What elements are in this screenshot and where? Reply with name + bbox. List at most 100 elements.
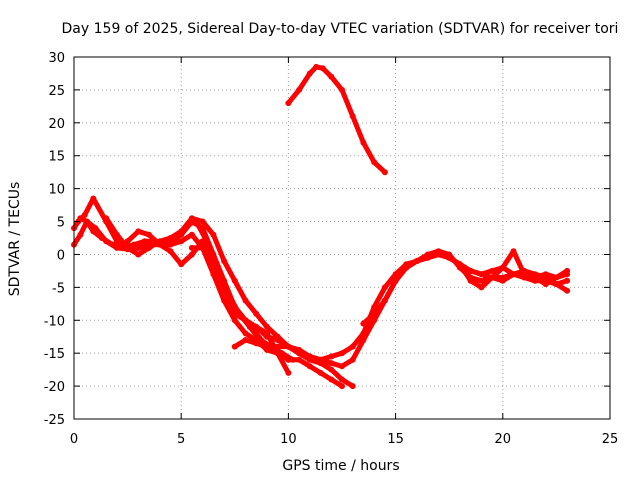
data-point xyxy=(296,86,303,93)
data-point xyxy=(146,244,152,251)
data-point xyxy=(264,323,270,330)
data-point xyxy=(221,297,228,304)
data-point xyxy=(253,310,260,317)
y-tick-label: 15 xyxy=(48,150,65,165)
y-axis-label: SDTVAR / TECUs xyxy=(7,182,23,297)
data-point xyxy=(253,340,260,347)
series-group xyxy=(71,63,571,390)
data-point xyxy=(317,369,324,376)
y-tick-label: 5 xyxy=(57,216,65,231)
data-point xyxy=(188,244,195,251)
data-point xyxy=(242,330,249,337)
data-point xyxy=(135,244,142,251)
data-point xyxy=(360,337,367,343)
data-point xyxy=(188,215,195,222)
data-point xyxy=(371,317,378,324)
data-point xyxy=(339,383,345,390)
data-point xyxy=(167,248,174,255)
data-point xyxy=(90,228,97,235)
data-point xyxy=(360,320,367,327)
data-point xyxy=(339,86,345,93)
x-tick-label: 15 xyxy=(387,432,404,447)
data-point xyxy=(564,287,571,294)
x-tick-label: 25 xyxy=(602,432,619,447)
data-point xyxy=(542,274,549,281)
data-point xyxy=(349,356,356,363)
data-point xyxy=(210,264,217,271)
plot-frame xyxy=(73,56,611,420)
data-point xyxy=(349,383,356,390)
data-point xyxy=(510,271,517,278)
x-tick-label: 5 xyxy=(177,432,185,447)
data-point xyxy=(141,238,148,245)
data-point xyxy=(296,350,303,357)
y-tick-label: 25 xyxy=(48,84,65,99)
data-point xyxy=(478,277,485,284)
data-point xyxy=(564,267,571,274)
data-point xyxy=(264,333,270,340)
data-point xyxy=(489,274,496,281)
y-tick-label: -25 xyxy=(44,413,65,428)
data-point xyxy=(328,376,335,383)
data-point xyxy=(349,113,356,120)
data-point xyxy=(339,363,345,370)
data-point xyxy=(113,231,120,238)
data-point xyxy=(306,353,313,360)
y-tick-label: 10 xyxy=(48,183,65,198)
data-point xyxy=(339,350,345,357)
data-point xyxy=(446,254,453,261)
data-point xyxy=(349,343,356,350)
data-point xyxy=(306,70,313,77)
data-point xyxy=(371,310,378,317)
data-point xyxy=(564,277,571,284)
y-tick-label: 30 xyxy=(48,51,65,66)
data-point xyxy=(199,238,206,245)
axis-ticks: 0 5 10 15 20 25 -25 -20 -15 -10 -5 0 5 10 15 20 25 30 xyxy=(44,51,619,447)
data-point xyxy=(553,281,560,288)
data-point xyxy=(77,231,84,238)
data-point xyxy=(553,274,560,281)
data-point xyxy=(199,218,206,225)
data-point xyxy=(242,337,249,343)
data-point xyxy=(264,343,270,350)
x-tick-label: 10 xyxy=(280,432,297,447)
data-point xyxy=(542,281,549,288)
data-point xyxy=(167,241,174,248)
data-point xyxy=(124,244,131,251)
data-point xyxy=(285,100,292,107)
data-point xyxy=(146,231,152,238)
data-point xyxy=(231,310,238,317)
data-point xyxy=(210,231,217,238)
data-point xyxy=(178,261,185,268)
y-tick-label: -20 xyxy=(44,380,65,395)
data-point xyxy=(381,284,388,291)
data-point xyxy=(103,215,110,222)
x-axis-label: GPS time / hours xyxy=(282,458,399,474)
data-point xyxy=(221,258,228,264)
data-point xyxy=(285,369,292,376)
data-point xyxy=(231,277,238,284)
data-point xyxy=(510,248,517,255)
data-point xyxy=(178,238,185,245)
data-point xyxy=(313,63,320,70)
data-point xyxy=(381,169,388,176)
data-point xyxy=(231,343,238,350)
data-point xyxy=(221,284,228,291)
data-point xyxy=(328,360,335,367)
data-point xyxy=(274,350,281,357)
data-point xyxy=(499,264,506,271)
data-point xyxy=(403,264,410,271)
data-point xyxy=(456,261,463,268)
data-point xyxy=(328,73,335,80)
data-point xyxy=(135,228,142,235)
data-point xyxy=(178,228,185,235)
data-point xyxy=(135,251,142,258)
data-point xyxy=(435,251,442,258)
data-point xyxy=(360,139,367,146)
chart-title: Day 159 of 2025, Sidereal Day-to-day VTE… xyxy=(62,21,619,37)
y-tick-label: 0 xyxy=(57,248,65,263)
x-tick-label: 20 xyxy=(495,432,512,447)
data-point xyxy=(467,267,474,274)
y-tick-label: -15 xyxy=(44,347,65,362)
